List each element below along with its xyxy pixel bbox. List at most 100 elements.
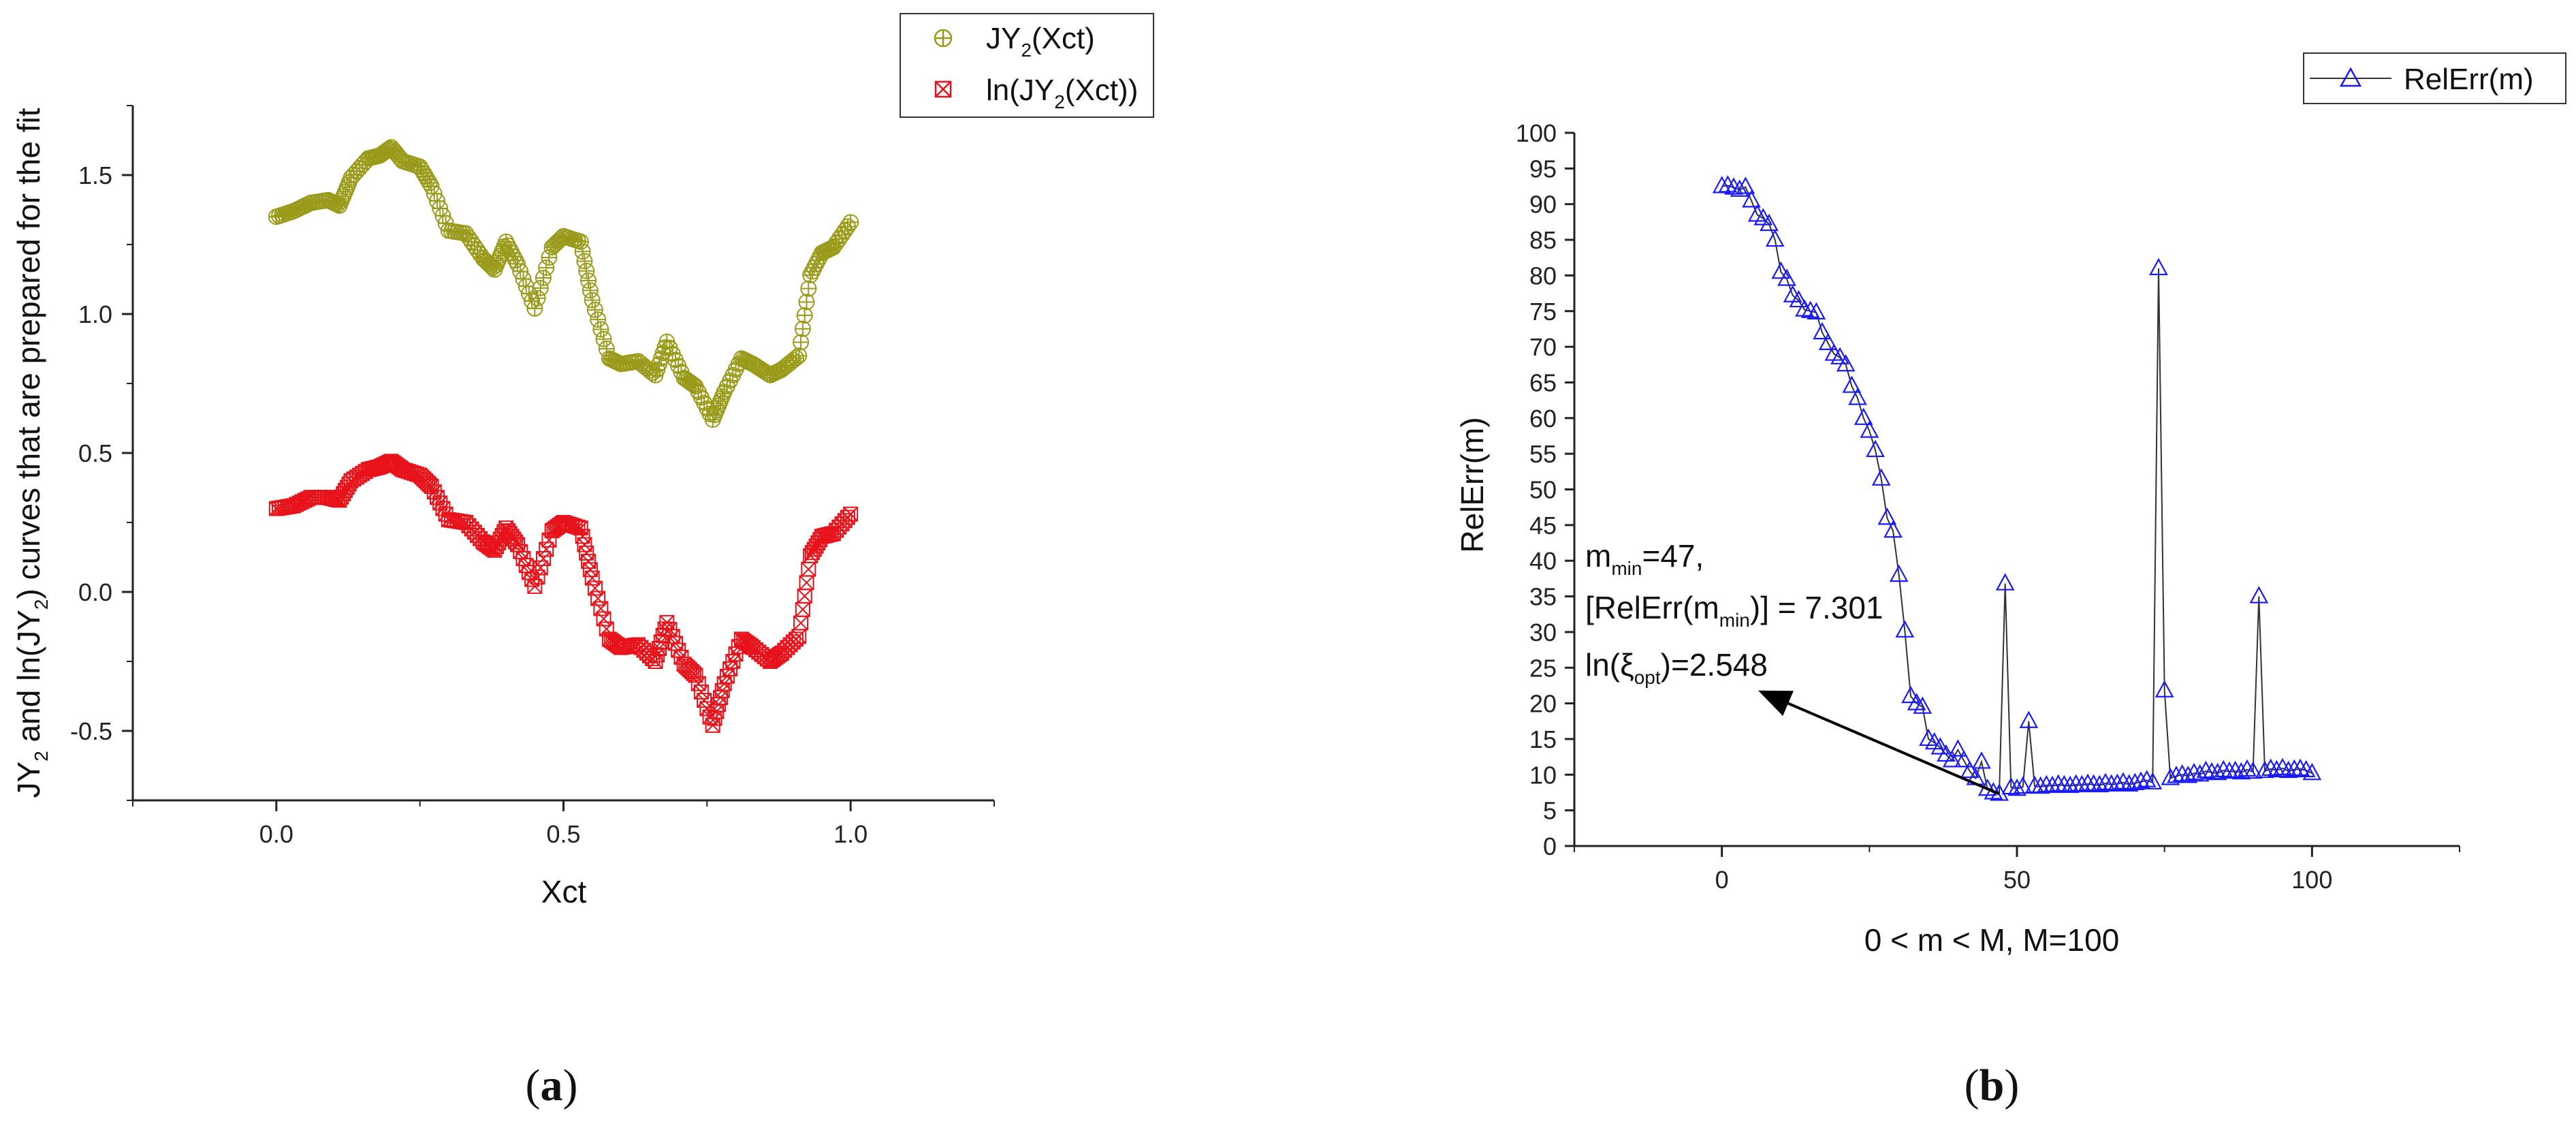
jy2-point xyxy=(572,233,589,250)
ln-jy2-point xyxy=(843,506,859,522)
jy2-point xyxy=(582,282,599,299)
panel-b-y-tick-label: 25 xyxy=(1529,654,1557,682)
relerr-point xyxy=(2125,772,2145,790)
panel-b-y-tick-label: 40 xyxy=(1529,547,1557,575)
relerr-point xyxy=(2214,759,2233,778)
panel-b-y-tick-label: 60 xyxy=(1529,405,1557,433)
jy2-point xyxy=(794,320,811,337)
panel-b-y-tick-label: 45 xyxy=(1529,512,1557,539)
panel-a-legend-jy2: JY2(Xct) xyxy=(986,22,1095,61)
panel-b-x-tick-label: 50 xyxy=(2003,866,2031,894)
jy2-point xyxy=(580,272,597,289)
relerr-point xyxy=(2172,764,2192,782)
relerr-point xyxy=(1960,760,1979,779)
relerr-point xyxy=(1777,268,1796,286)
panel-a-x-axis-title: Xct xyxy=(541,874,587,909)
relerr-point xyxy=(1807,302,1826,319)
ln-jy2-point xyxy=(801,561,816,577)
relerr-point xyxy=(2143,772,2163,789)
panel-a-series-1 xyxy=(268,454,859,733)
panel-a-y-axis-title: JY2 and ln(JY2) curves that are prepared… xyxy=(11,108,52,798)
ln-jy2-point xyxy=(795,601,810,617)
panel-b-y-tick-label: 85 xyxy=(1529,226,1557,254)
jy2-point xyxy=(584,292,601,309)
relerr-point xyxy=(2196,760,2216,779)
relerr-point xyxy=(1760,213,1779,232)
relerr-point xyxy=(2019,710,2039,728)
panel-b-annotation: mmin=47, [RelErr(mmin)] = 7.301 ln(ξopt)… xyxy=(1585,538,2000,796)
panel-a-x-tick-label: 0.0 xyxy=(259,820,293,848)
panel-b-legend-relerr: RelErr(m) xyxy=(2404,63,2534,96)
jy2-point xyxy=(839,218,856,235)
relerr-point xyxy=(2231,762,2251,780)
jy2-point xyxy=(351,159,368,176)
panel-b-y-axis-title: RelErr(m) xyxy=(1454,417,1490,552)
panel-b-y-tick-label: 100 xyxy=(1516,119,1557,147)
relerr-point xyxy=(1848,388,1867,405)
jy2-point xyxy=(526,300,543,317)
relerr-point xyxy=(2161,768,2180,785)
jy2-point xyxy=(590,311,607,328)
jy2-point xyxy=(828,234,845,251)
relerr-point xyxy=(2184,762,2204,781)
panel-a-x-tick-label: 0.5 xyxy=(546,820,580,848)
relerr-point xyxy=(1842,375,1862,393)
ln-jy2-point xyxy=(793,615,809,631)
annotation-relerr-min: [RelErr(mmin)] = 7.301 xyxy=(1585,590,1883,631)
jy2-point xyxy=(793,334,810,351)
relerr-point xyxy=(2261,758,2280,777)
relerr-point xyxy=(1742,190,1761,208)
relerr-point xyxy=(1795,299,1814,317)
relerr-point xyxy=(1877,507,1897,525)
jy2-point xyxy=(532,279,549,296)
panel-b-y-tick-label: 55 xyxy=(1529,440,1557,468)
panel-a-x-tick-label: 1.0 xyxy=(833,820,868,848)
relerr-point xyxy=(2096,772,2115,790)
jy2-point xyxy=(538,260,555,276)
ln-jy2-point xyxy=(535,551,551,567)
jy2-point xyxy=(574,243,591,260)
jy2-point xyxy=(535,269,552,286)
legend-marker-ln-square-x-icon xyxy=(934,80,952,98)
annotation-m-min: mmin=47, xyxy=(1585,538,1704,579)
relerr-point xyxy=(1954,750,1973,768)
jy2-point xyxy=(458,225,475,242)
ln-jy2-point xyxy=(593,601,609,616)
jy2-point xyxy=(836,222,853,239)
jy2-point xyxy=(798,294,815,311)
relerr-point xyxy=(1984,782,2003,800)
relerr-point xyxy=(2108,773,2127,792)
panel-b-x-tick-label: 100 xyxy=(2291,866,2332,894)
jy2-point xyxy=(460,229,477,246)
panel-b-legend: RelErr(m) xyxy=(2303,52,2566,104)
panel-b-x-axis-title: 0 < m < M, M=100 xyxy=(1864,922,2120,958)
relerr-point xyxy=(1913,696,1933,714)
annotation-ln-xi-opt: ln(ξopt)=2.548 xyxy=(1585,647,1768,688)
jy2-point xyxy=(595,330,612,347)
relerr-point xyxy=(1930,737,1950,755)
relerr-point xyxy=(1771,261,1791,279)
jy2-point xyxy=(825,239,842,256)
ln-jy2-point xyxy=(584,570,600,586)
relerr-point xyxy=(2149,257,2168,276)
relerr-point xyxy=(2072,774,2092,793)
jy2-point xyxy=(831,230,848,247)
relerr-point xyxy=(1765,229,1785,247)
relerr-point xyxy=(2090,774,2110,793)
relerr-point xyxy=(2043,775,2062,794)
panel-b-legend-box xyxy=(2303,52,2566,104)
ln-jy2-point xyxy=(797,589,812,604)
relerr-point xyxy=(2255,760,2274,779)
panel-a-label: (a) xyxy=(526,1061,578,1110)
relerr-point xyxy=(2225,760,2245,779)
panel-a-y-tick-label: 1.5 xyxy=(78,161,112,189)
panel-a-y-tick-label: 0.0 xyxy=(78,578,112,606)
relerr-point xyxy=(1736,176,1755,194)
relerr-point xyxy=(2291,758,2310,777)
panel-a-series-0 xyxy=(268,139,859,428)
panel-b-y-tick-label: 20 xyxy=(1529,690,1557,718)
relerr-point xyxy=(1871,468,1891,486)
panel-b-x-tick-label: 0 xyxy=(1715,866,1729,894)
jy2-point xyxy=(541,249,558,266)
relerr-point xyxy=(2131,771,2150,789)
